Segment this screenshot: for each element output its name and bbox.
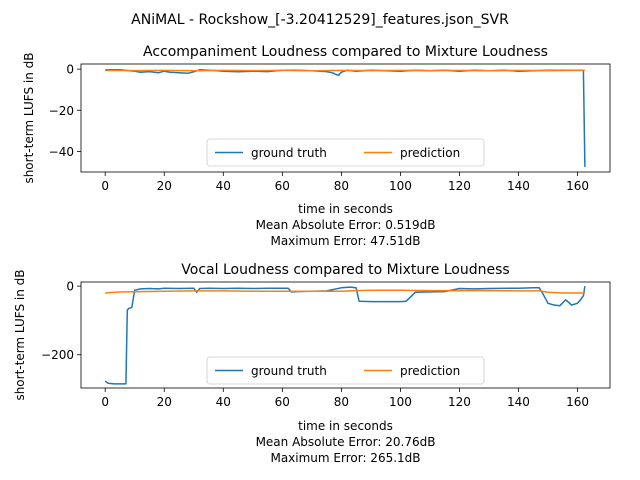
vocal-xlabel: time in seconds: [298, 419, 393, 433]
vocal-axes-frame: [80, 281, 611, 389]
accompaniment-legend-label-prediction: prediction: [400, 146, 460, 160]
accompaniment-legend-box: [206, 138, 485, 167]
accompaniment-xlabel: time in seconds: [298, 202, 393, 216]
accompaniment-error-note: Maximum Error: 47.51dB: [270, 234, 420, 248]
accompaniment-xtick-label: 160: [566, 179, 589, 193]
accompaniment-xtick-label: 60: [275, 179, 290, 193]
vocal-xtick-label: 60: [275, 395, 290, 409]
accompaniment-ytick-label: 0: [66, 63, 74, 77]
accompaniment-xtick-label: 20: [157, 179, 172, 193]
accompaniment-title: Accompaniment Loudness compared to Mixtu…: [143, 44, 548, 60]
vocal-title: Vocal Loudness compared to Mixture Loudn…: [181, 262, 509, 278]
vocal-xtick-label: 160: [566, 395, 589, 409]
accompaniment-xtick-label: 0: [101, 179, 109, 193]
figure-title: ANiMAL - Rockshow_[-3.20412529]_features…: [131, 12, 509, 28]
vocal-ylabel: short-term LUFS in dB: [13, 269, 27, 400]
accompaniment-xtick-label: 100: [389, 179, 412, 193]
vocal-xtick-label: 20: [157, 395, 172, 409]
vocal-legend: ground truth prediction: [206, 356, 485, 385]
vocal-xtick-label: 140: [507, 395, 530, 409]
accompaniment-xtick-label: 140: [507, 179, 530, 193]
vocal-error-note: Maximum Error: 265.1dB: [270, 451, 420, 465]
vocal-xtick-label: 100: [389, 395, 412, 409]
vocal-xtick-label: 40: [216, 395, 231, 409]
accompaniment-xtick-label: 40: [216, 179, 231, 193]
vocal-legend-label-ground-truth: ground truth: [251, 364, 327, 378]
vocal-legend-label-prediction: prediction: [400, 364, 460, 378]
vocal-plot: Vocal Loudness compared to Mixture Loudn…: [13, 262, 611, 465]
vocal-ytick-label: 0: [66, 280, 74, 294]
vocal-legend-box: [206, 356, 485, 385]
accompaniment-error-note: Mean Absolute Error: 0.519dB: [256, 218, 436, 232]
accompaniment-ytick-label: −20: [49, 104, 74, 118]
accompaniment-ylabel: short-term LUFS in dB: [22, 52, 36, 183]
accompaniment-legend-label-ground-truth: ground truth: [251, 146, 327, 160]
vocal-error-note: Mean Absolute Error: 20.76dB: [256, 435, 436, 449]
accompaniment-axes-frame: [80, 63, 611, 173]
accompaniment-xtick-label: 120: [448, 179, 471, 193]
accompaniment-ytick-label: −40: [49, 145, 74, 159]
vocal-series-prediction: [105, 289, 585, 294]
vocal-xtick-label: 80: [334, 395, 349, 409]
accompaniment-xtick-label: 80: [334, 179, 349, 193]
accompaniment-legend: ground truth prediction: [206, 138, 485, 167]
accompaniment-plot: Accompaniment Loudness compared to Mixtu…: [22, 44, 611, 248]
vocal-xtick-label: 0: [101, 395, 109, 409]
vocal-ytick-label: −200: [41, 348, 74, 362]
vocal-xtick-label: 120: [448, 395, 471, 409]
